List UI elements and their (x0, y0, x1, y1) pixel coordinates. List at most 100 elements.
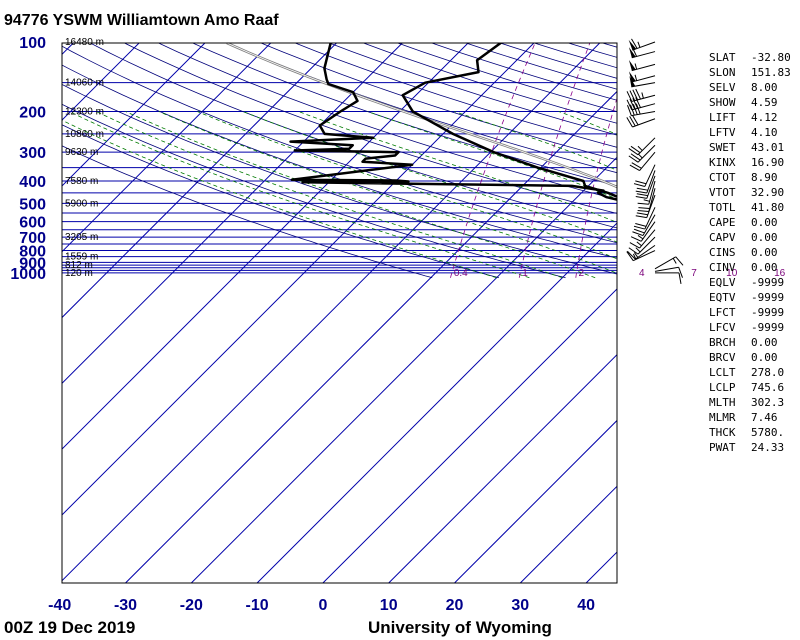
wind-barb (628, 137, 656, 156)
index-key: EQTV (709, 291, 736, 304)
pressure-tick-label: 1000 (10, 266, 46, 283)
wind-barb (630, 221, 656, 242)
temperature-tick-label: -20 (180, 597, 203, 614)
wind-barb-staff (637, 236, 656, 255)
index-value: -9999 (751, 306, 784, 319)
wind-barb-feather (635, 215, 647, 219)
wind-barb-feather (629, 164, 640, 171)
mixing-ratio-label: 7 (691, 268, 697, 279)
wind-barb-staff (631, 75, 656, 83)
wind-barb-staff (646, 194, 656, 218)
height-label: 3205 m (65, 232, 98, 243)
wind-barb (626, 250, 656, 262)
wind-barb-half-feather (637, 145, 643, 151)
wind-barb (635, 194, 656, 219)
index-value: 745.6 (751, 381, 784, 394)
wind-barb-feather (628, 155, 639, 163)
height-label: 16480 m (65, 37, 104, 48)
wind-barb-feather (632, 115, 639, 126)
wind-barb (629, 229, 656, 249)
wind-barb-feather (630, 236, 642, 242)
isotherm-line (62, 43, 535, 516)
wind-barb-feather (629, 90, 636, 101)
wind-barb-feather (630, 145, 641, 154)
wind-barb (628, 144, 656, 163)
wind-barb-feather (675, 256, 684, 266)
index-value: 4.10 (751, 126, 778, 139)
index-key: CTOT (709, 171, 736, 184)
wind-barb-feather (626, 99, 633, 111)
wind-barb-feather (629, 116, 636, 127)
wind-barb-staff (640, 221, 656, 242)
index-value: 0.00 (751, 216, 778, 229)
wind-barb (628, 59, 656, 72)
index-value: -32.80 (751, 51, 791, 64)
isotherm-line (388, 353, 617, 583)
index-value: 8.00 (751, 81, 778, 94)
index-key: LIFT (709, 111, 736, 124)
wind-barb (635, 175, 656, 199)
wind-barb (655, 272, 682, 284)
wind-barb (626, 88, 656, 102)
index-value: 43.01 (751, 141, 784, 154)
index-key: CAPV (709, 231, 736, 244)
isotherm-line (190, 156, 617, 583)
index-key: CAPE (709, 216, 736, 229)
index-value: 0.00 (751, 231, 778, 244)
plot-frame (61, 42, 618, 584)
wind-barb-feather (626, 91, 633, 102)
index-key: SELV (709, 81, 736, 94)
index-value: 278.0 (751, 366, 784, 379)
temperature-tick-label: 20 (446, 597, 464, 614)
wind-barb-feather (636, 193, 648, 197)
wind-barb-feather (635, 196, 647, 199)
wind-barb-feather (635, 180, 647, 185)
wind-barb-feather (637, 202, 649, 205)
isotherm-line (519, 485, 617, 583)
wind-barb (633, 164, 656, 187)
temperature-tick-label: 0 (318, 597, 327, 614)
moist-adiabat (298, 111, 617, 223)
pressure-tick-label: 400 (19, 174, 46, 191)
index-key: SWET (709, 141, 736, 154)
index-key: TOTL (709, 201, 736, 214)
wind-barb-feather (635, 103, 641, 115)
wind-barb-feather (627, 250, 636, 260)
index-key: SLAT (709, 51, 736, 64)
wind-barb-staff (654, 266, 679, 272)
wind-barb-feather (637, 210, 649, 212)
dry-adiabat (157, 43, 617, 200)
wind-barb-flag (629, 75, 636, 87)
wind-barb-feather (626, 251, 634, 261)
index-key: SHOW (709, 96, 736, 109)
temperature-tick-label: 10 (380, 597, 398, 614)
height-label: 812 m (65, 260, 93, 271)
wind-barb-half-feather (672, 258, 677, 264)
wind-barb-feather (632, 98, 639, 109)
wind-barb (628, 71, 656, 83)
wind-barb (627, 103, 656, 117)
temperature-tick-label: -10 (246, 597, 269, 614)
mixing-ratio-label: 1 (522, 268, 528, 279)
index-value: 16.90 (751, 156, 784, 169)
index-value: 0.00 (751, 336, 778, 349)
wind-barb-feather (631, 38, 638, 49)
wind-barb-staff (654, 256, 677, 270)
wind-barb-staff (631, 111, 656, 117)
height-label: 10860 m (65, 129, 104, 140)
wind-barb-feather (633, 225, 645, 230)
wind-barb (626, 115, 656, 128)
wind-barb-staff (632, 118, 656, 128)
dry-adiabat (62, 83, 617, 275)
wind-barb-staff (646, 175, 656, 199)
wind-barb-feather (628, 247, 639, 255)
wind-barb-feather (633, 183, 645, 187)
wind-barb-feather (631, 162, 642, 169)
background-grid (62, 43, 617, 583)
wind-barb-feather (638, 207, 650, 210)
wind-barb-staff (631, 51, 656, 59)
temperature-tick-label: -30 (114, 597, 137, 614)
pressure-tick-label: 200 (19, 105, 46, 122)
wind-barb-flag (628, 71, 636, 82)
index-value: -9999 (751, 321, 784, 334)
